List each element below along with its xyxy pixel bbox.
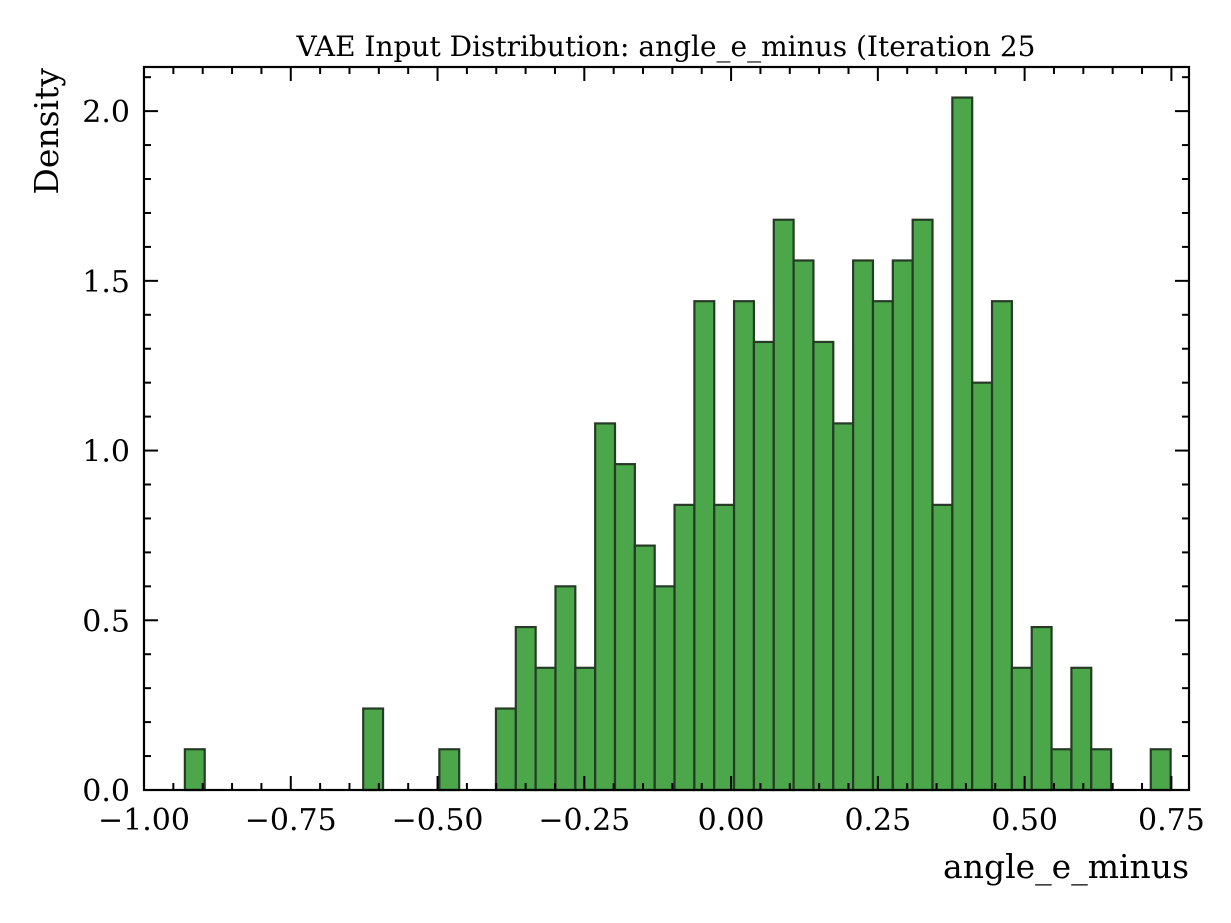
y-tick-label: 2.0 bbox=[82, 95, 130, 130]
x-tick-label: 0.25 bbox=[844, 803, 911, 838]
histogram-bar bbox=[1010, 666, 1033, 792]
histogram-bar bbox=[832, 422, 855, 792]
bars-layer bbox=[183, 96, 1172, 792]
ticks-layer bbox=[143, 67, 1189, 791]
histogram-bar bbox=[1030, 625, 1053, 792]
y-tick-label: 0.0 bbox=[82, 774, 130, 809]
histogram-bar bbox=[752, 340, 775, 792]
histogram-bar bbox=[871, 300, 894, 792]
x-tick-label: −0.50 bbox=[392, 803, 484, 838]
histogram-bar bbox=[812, 340, 835, 792]
chart-title: VAE Input Distribution: angle_e_minus (I… bbox=[296, 30, 1036, 63]
histogram-bar bbox=[772, 218, 795, 792]
histogram-bar bbox=[613, 463, 636, 792]
tick-labels-layer: −1.00 −0.75 −0.50 −0.25 0.00 0.25 0.50 0.75 0.0 0… bbox=[82, 95, 1205, 838]
histogram-bar bbox=[911, 218, 934, 792]
x-tick-label: 0.00 bbox=[698, 803, 765, 838]
histogram-bar bbox=[494, 707, 517, 792]
histogram-bar bbox=[554, 585, 577, 792]
plot-frame bbox=[142, 65, 1191, 792]
x-tick-label: 0.75 bbox=[1138, 803, 1205, 838]
histogram-bar bbox=[1090, 748, 1113, 792]
histogram-bar bbox=[514, 625, 537, 792]
y-tick-label: 1.5 bbox=[82, 265, 130, 300]
histogram-bar bbox=[732, 300, 756, 792]
histogram-bar bbox=[438, 748, 461, 792]
y-tick-label: 0.5 bbox=[82, 604, 130, 639]
y-tick-label: 1.0 bbox=[82, 435, 130, 470]
histogram-bar bbox=[574, 666, 597, 792]
x-tick-label: −0.75 bbox=[245, 803, 337, 838]
histogram-bar bbox=[990, 300, 1013, 792]
histogram-bar bbox=[693, 300, 716, 792]
histogram-bar bbox=[673, 503, 696, 792]
histogram-bar bbox=[951, 96, 974, 792]
histogram-bar bbox=[1070, 666, 1093, 792]
histogram-bar bbox=[792, 259, 815, 792]
histogram-bar bbox=[362, 707, 385, 792]
x-tick-label: 0.50 bbox=[991, 803, 1058, 838]
x-tick-label: −1.00 bbox=[98, 803, 190, 838]
histogram-bar bbox=[852, 259, 875, 792]
histogram-bar bbox=[534, 666, 557, 792]
x-axis-label: angle_e_minus bbox=[943, 847, 1189, 887]
histogram-bar bbox=[931, 503, 954, 792]
histogram-bar bbox=[891, 259, 914, 792]
y-axis-label: Density bbox=[27, 68, 66, 195]
histogram-bar bbox=[971, 381, 994, 792]
x-tick-label: −0.25 bbox=[538, 803, 630, 838]
histogram-bar bbox=[653, 585, 676, 792]
histogram-bar bbox=[713, 503, 736, 792]
histogram-bar bbox=[594, 422, 617, 792]
histogram-bar bbox=[633, 544, 656, 792]
histogram-bar bbox=[1149, 748, 1172, 792]
